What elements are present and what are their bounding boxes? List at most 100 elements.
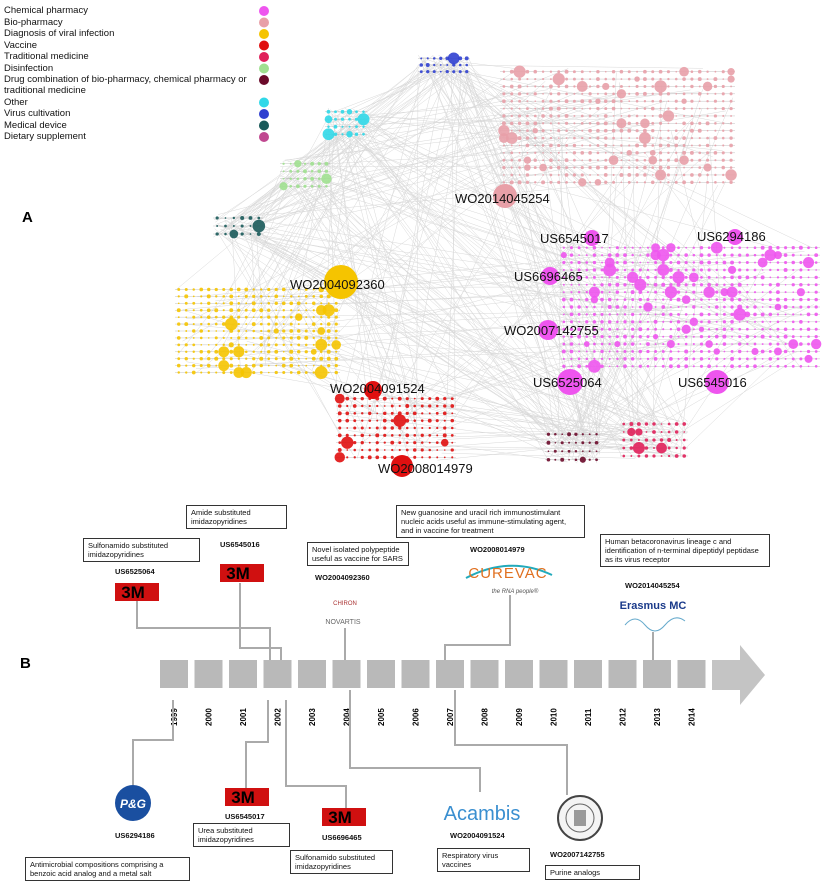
network-node — [814, 297, 818, 302]
network-node — [557, 173, 560, 176]
network-node — [706, 151, 710, 155]
network-node — [646, 357, 650, 361]
network-node — [549, 173, 553, 177]
network-node — [458, 70, 462, 74]
network-node — [256, 232, 261, 236]
network-node — [650, 180, 655, 185]
network-node — [707, 357, 711, 361]
network-node — [346, 131, 353, 138]
network-node — [289, 329, 294, 333]
network-node — [674, 430, 679, 434]
network-node — [502, 99, 506, 104]
network-node — [682, 150, 687, 155]
network-node — [383, 433, 387, 437]
network-node — [692, 365, 695, 368]
network-node — [760, 334, 765, 339]
network-node — [729, 99, 733, 103]
network-node — [639, 313, 642, 316]
network-node — [304, 294, 308, 298]
network-node — [583, 341, 590, 347]
network-node — [768, 298, 772, 302]
network-node — [405, 448, 409, 452]
network-node — [662, 298, 665, 301]
network-node — [612, 136, 615, 140]
network-node — [791, 364, 795, 368]
network-node — [592, 275, 596, 279]
network-node — [580, 121, 584, 125]
network-node — [502, 181, 506, 184]
year-box — [298, 660, 326, 688]
network-node — [451, 412, 454, 415]
network-node — [290, 295, 293, 298]
network-edge — [360, 91, 700, 116]
network-node — [604, 158, 608, 162]
network-node — [615, 246, 619, 250]
legend-swatch — [259, 52, 269, 62]
network-node — [244, 294, 248, 298]
network-node — [814, 312, 818, 317]
network-node — [207, 301, 211, 305]
network-node — [252, 370, 256, 375]
network-node — [658, 143, 663, 148]
network-node — [623, 246, 627, 249]
legend-swatch — [259, 120, 269, 131]
network-edge — [420, 58, 680, 257]
network-node — [222, 302, 225, 305]
network-node — [685, 246, 688, 249]
network-node — [669, 283, 673, 287]
network-node — [259, 308, 264, 313]
network-node — [600, 268, 604, 272]
network-node — [184, 301, 188, 305]
network-node — [737, 282, 742, 287]
network-node — [192, 350, 195, 353]
network-node — [177, 295, 180, 298]
network-node — [443, 456, 446, 459]
network-node — [643, 143, 647, 148]
network-node — [692, 350, 695, 353]
network-node — [334, 356, 339, 361]
network-node — [615, 335, 619, 339]
network-node — [746, 320, 749, 323]
network-node — [666, 158, 670, 162]
network-node — [627, 427, 636, 437]
network-node — [549, 143, 553, 148]
network-node — [769, 328, 772, 331]
network-node — [684, 283, 688, 287]
network-node — [638, 290, 643, 295]
network-node — [433, 63, 436, 67]
network-node — [654, 260, 658, 265]
network-node — [569, 312, 574, 317]
network-node — [557, 99, 561, 103]
network-node — [274, 322, 278, 326]
network-node — [588, 107, 592, 110]
network-node — [615, 282, 620, 287]
network-node — [776, 320, 780, 324]
network-node — [354, 117, 359, 121]
network-node — [714, 122, 717, 125]
network-node — [706, 99, 709, 103]
network-edge — [335, 134, 455, 409]
network-node — [503, 151, 505, 154]
network-node — [303, 176, 307, 181]
network-node — [405, 433, 410, 438]
network-node — [682, 454, 687, 458]
network-node — [662, 110, 675, 122]
network-node — [684, 313, 688, 316]
network-node — [279, 182, 288, 191]
network-node — [580, 77, 584, 81]
network-node — [615, 305, 620, 309]
network-node — [413, 441, 417, 445]
network-node — [562, 327, 566, 331]
network-node — [252, 219, 266, 233]
network-node — [666, 165, 671, 170]
network-node — [814, 261, 818, 264]
network-node — [561, 433, 564, 436]
network-node — [557, 70, 561, 74]
network-edge — [536, 117, 678, 441]
network-edge — [331, 130, 772, 248]
network-edge — [236, 232, 687, 308]
network-edge — [566, 352, 654, 423]
network-node — [229, 294, 234, 299]
network-node — [297, 323, 300, 326]
network-node — [745, 275, 750, 280]
